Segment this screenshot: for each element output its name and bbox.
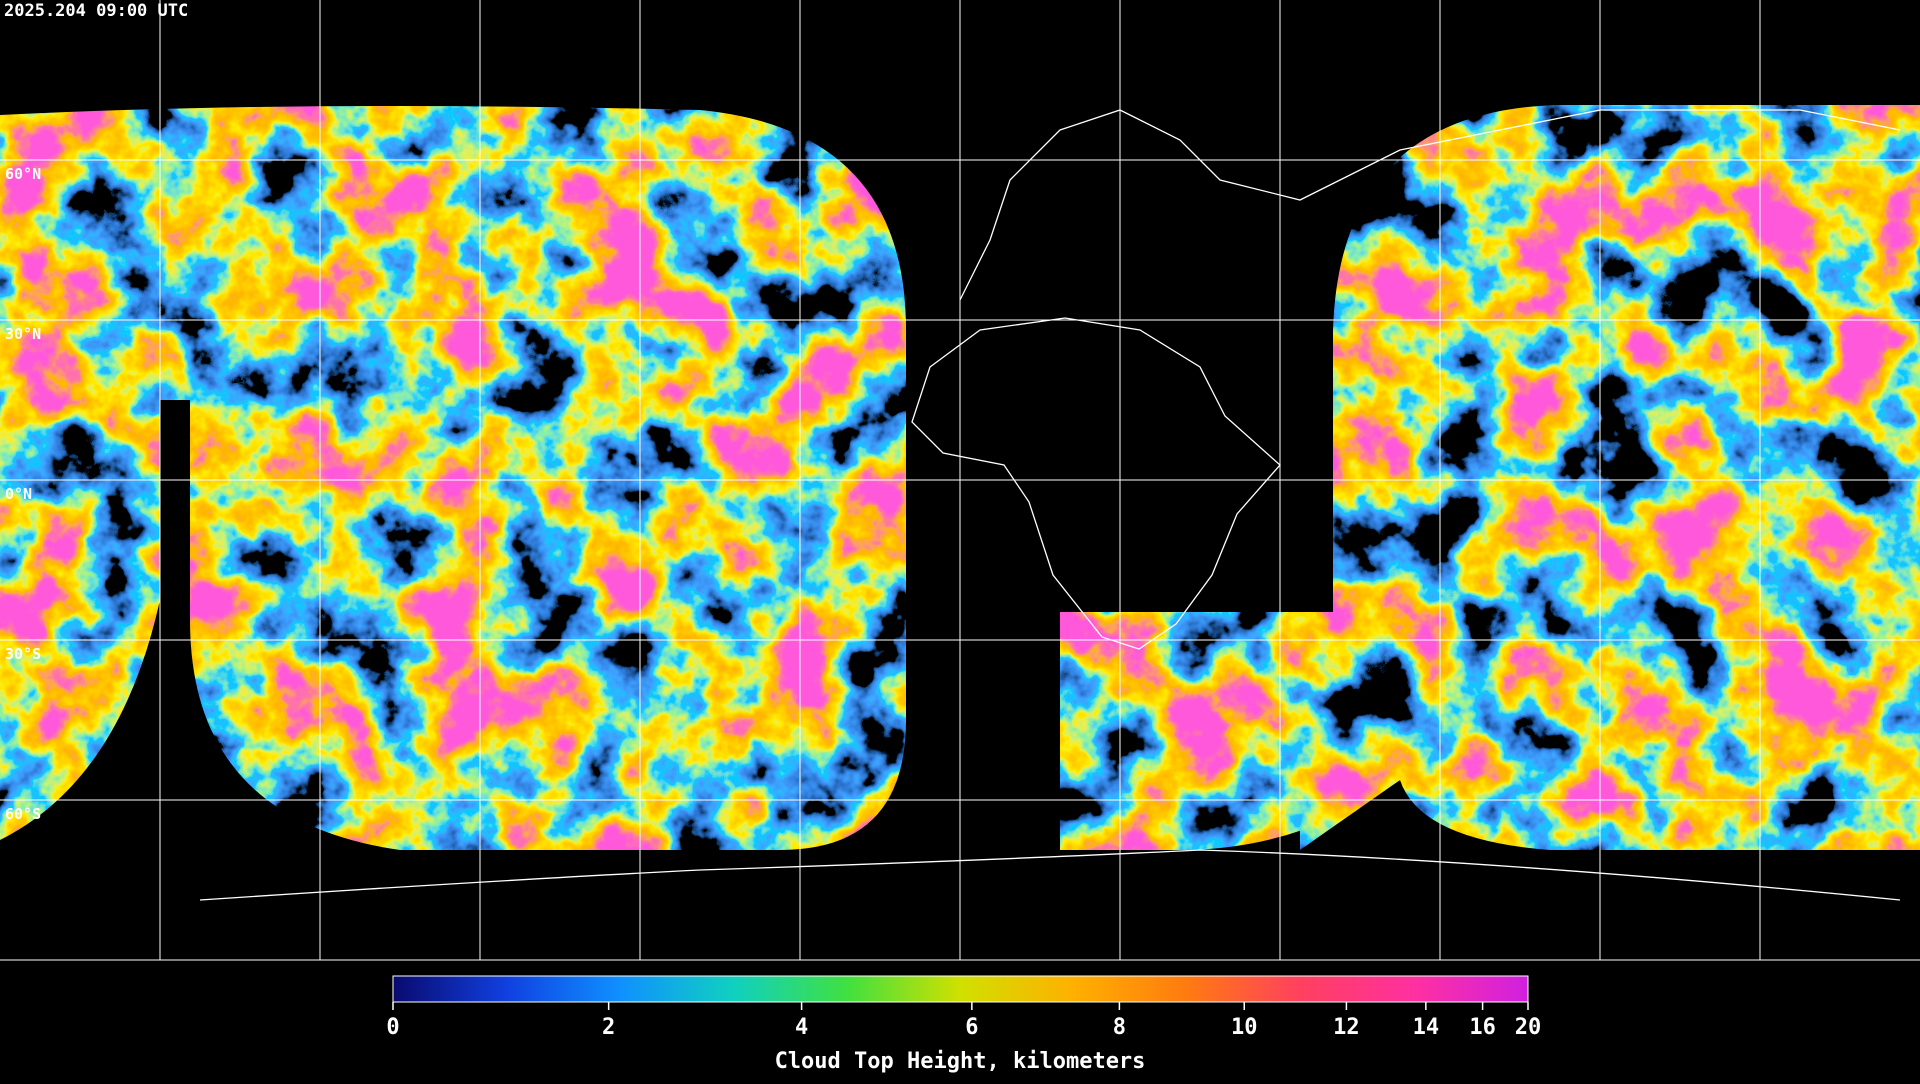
latitude-label: 0°N — [5, 485, 32, 503]
antarctica-outline — [199, 849, 1901, 901]
latitude-label: 30°S — [5, 645, 41, 663]
latitude-label: 60°N — [5, 165, 41, 183]
cloud-imagery-south-africa — [1060, 612, 1400, 850]
colorbar-tick-label: 16 — [1469, 1015, 1496, 1040]
colorbar — [392, 975, 1529, 1003]
colorbar-tick-label: 20 — [1515, 1015, 1542, 1040]
africa-outline — [911, 317, 1281, 650]
timestamp: 2025.204 09:00 UTC — [4, 1, 188, 21]
colorbar-tick-label: 8 — [1113, 1015, 1126, 1040]
colorbar-tick-label: 6 — [965, 1015, 978, 1040]
colorbar-title: Cloud Top Height, kilometers — [775, 1049, 1146, 1074]
colorbar-tick-label: 14 — [1413, 1015, 1440, 1040]
colorbar-tick-label: 0 — [386, 1015, 399, 1040]
latitude-label: 30°N — [5, 325, 41, 343]
graticule — [0, 0, 1920, 961]
colorbar-tick-label: 2 — [602, 1015, 615, 1040]
latitude-label: 60°S — [5, 805, 41, 823]
cloud-imagery-east — [1300, 105, 1920, 850]
colorbar-tick-label: 12 — [1333, 1015, 1360, 1040]
colorbar-tick-label: 4 — [795, 1015, 808, 1040]
colorbar-tick-label: 10 — [1231, 1015, 1258, 1040]
